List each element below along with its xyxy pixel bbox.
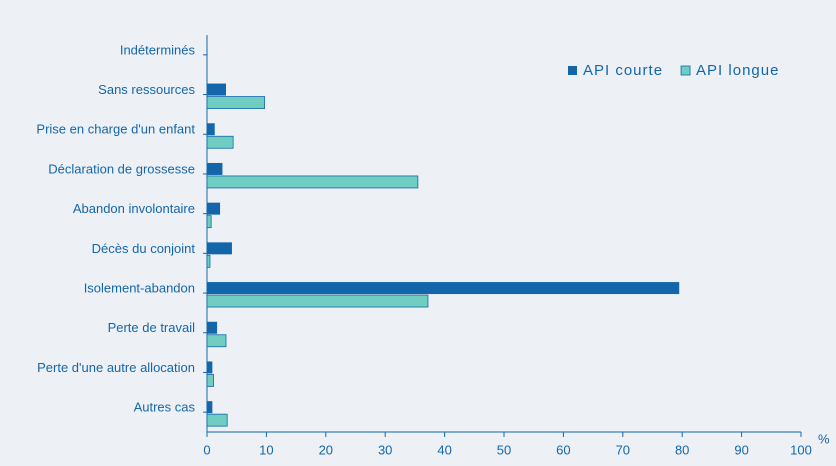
y-tick-label: Prise en charge d'un enfant [36,122,195,137]
bar [207,282,680,295]
bar [206,96,266,109]
bar [206,175,419,189]
y-tick-label: Indéterminés [120,42,196,57]
bar [207,162,223,175]
x-tick-label: 90 [734,442,748,457]
x-unit: % [818,431,830,446]
legend-label: API longue [696,62,779,79]
legend-swatch [680,65,691,76]
legend-swatch [568,66,577,75]
bar [206,135,234,149]
y-tick-label: Perte d'une autre allocation [37,360,195,375]
bar [207,361,213,374]
bar [206,215,212,229]
y-tick-label: Autres cas [134,400,196,415]
x-tick-label: 10 [259,442,273,457]
x-tick-label: 60 [556,442,570,457]
bar [207,202,221,215]
x-tick-label: 50 [497,442,511,457]
y-tick-label: Isolement-abandon [84,280,195,295]
bar [207,321,218,334]
bar [207,242,232,255]
bar [206,374,214,387]
bar [207,123,215,136]
bar [206,294,429,308]
x-tick-label: 70 [616,442,630,457]
x-tick-label: 30 [378,442,392,457]
y-tick-label: Sans ressources [98,82,195,97]
bar [207,401,213,414]
bar [206,254,211,268]
bar [206,413,228,427]
x-tick-label: 100 [790,442,812,457]
x-tick-label: 80 [675,442,689,457]
y-tick-label: Abandon involontaire [73,201,195,216]
x-tick-label: 20 [319,442,333,457]
y-tick-label: Perte de travail [108,320,196,335]
y-tick-label: Déclaration de grossesse [48,161,195,176]
legend-label: API courte [583,62,663,79]
bar [207,83,227,96]
y-tick-label: Décès du conjoint [92,241,196,256]
bar [206,334,227,348]
x-tick-label: 0 [203,442,210,457]
x-tick-label: 40 [437,442,451,457]
